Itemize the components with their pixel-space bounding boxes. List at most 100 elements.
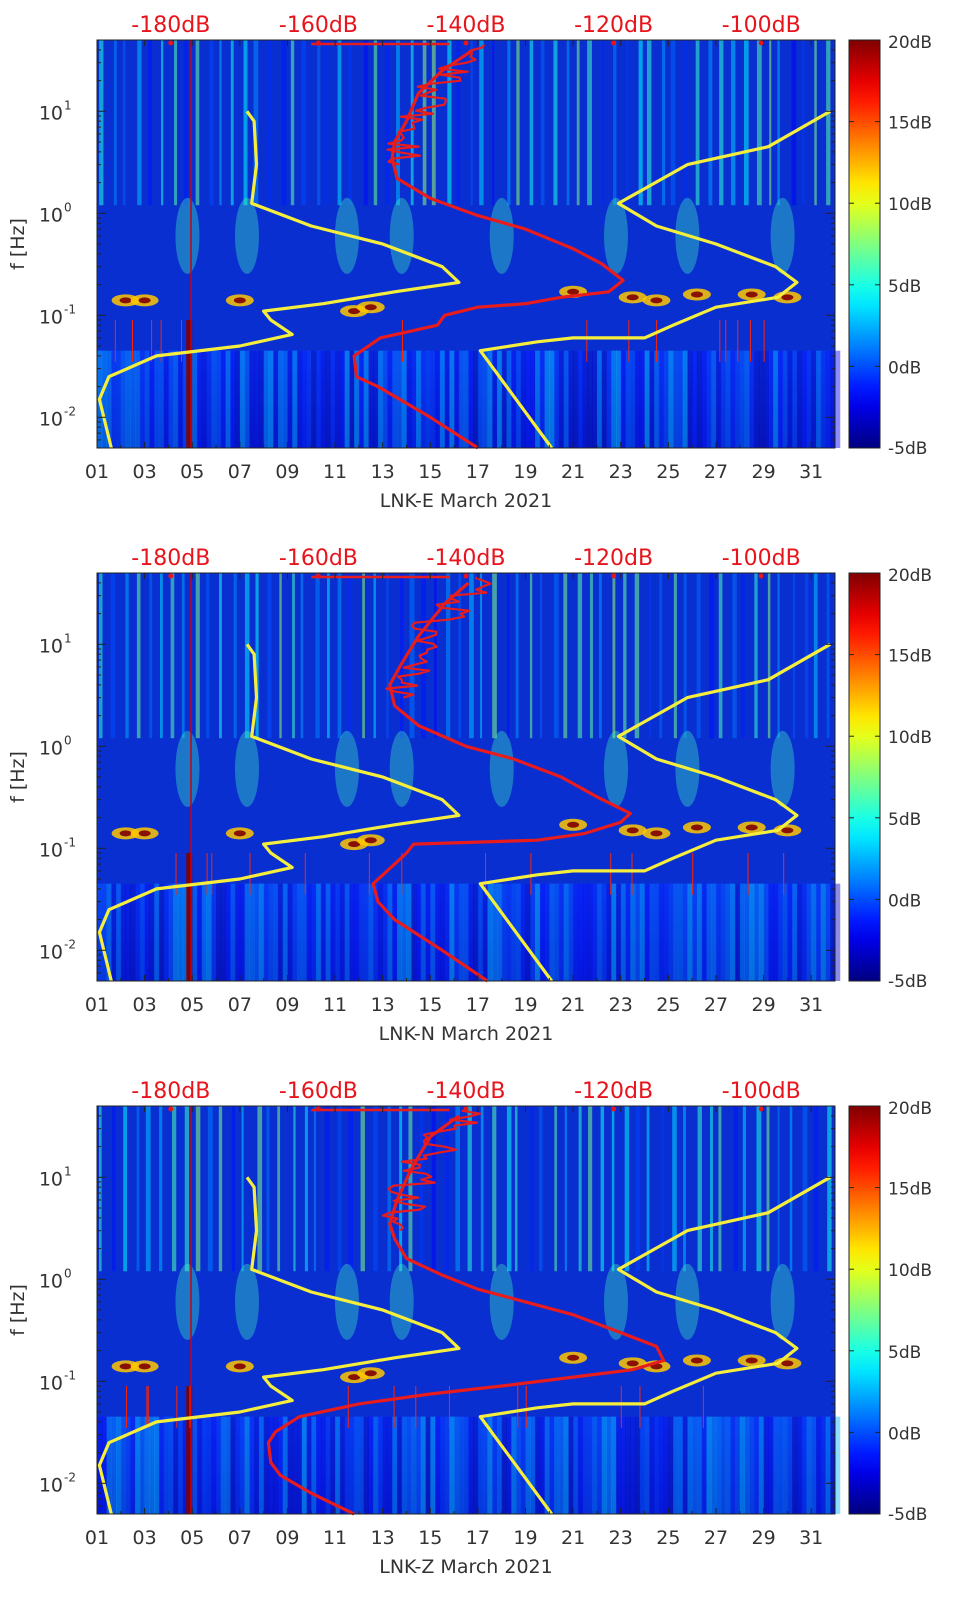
top-db-label: -180dB	[131, 1079, 210, 1104]
x-tick-label: 31	[799, 994, 823, 1016]
x-tick-label: 15	[418, 461, 442, 483]
y-tick-base: 10	[39, 941, 63, 963]
colorbar-label: 5dB	[888, 1343, 921, 1363]
high-noise-model-curve	[478, 1175, 831, 1515]
top-db-label: -180dB	[131, 546, 210, 571]
x-tick-label: 03	[133, 994, 157, 1016]
x-tick-label: 05	[180, 994, 204, 1016]
median-psd-curve-spikes	[386, 43, 486, 166]
colorbar-label: 0dB	[888, 891, 921, 911]
y-tick-exponent: 1	[64, 631, 72, 645]
x-tick-label: 21	[561, 461, 585, 483]
x-tick-label: 25	[656, 461, 680, 483]
top-db-label: -120dB	[574, 1079, 653, 1104]
median-psd-curve	[371, 581, 632, 983]
spectrogram-low-band	[97, 350, 835, 448]
x-tick-label: 19	[513, 994, 537, 1016]
y-tick-base: 10	[39, 635, 63, 657]
low-noise-model-curve	[97, 643, 461, 982]
x-tick-label: 05	[180, 461, 204, 483]
top-db-label: -120dB	[574, 13, 653, 38]
y-axis-title: f [Hz]	[7, 751, 29, 803]
colorbar-label: 10dB	[888, 195, 932, 215]
y-tick-base: 10	[39, 1474, 63, 1496]
y-tick-base: 10	[39, 306, 63, 328]
colorbar-label: 5dB	[888, 277, 921, 297]
x-tick-label: 19	[513, 1527, 537, 1549]
x-tick-label: 13	[371, 461, 395, 483]
median-psd-curve	[266, 1114, 666, 1516]
colorbar-label: 10dB	[888, 728, 932, 748]
y-tick-exponent: 0	[64, 733, 72, 747]
top-db-axis: -180dB -160dB -140dB -120dB -100dB	[131, 546, 801, 579]
y-tick-base: 10	[39, 102, 63, 124]
x-tick-label: 17	[466, 461, 490, 483]
spectrogram-panel-2: 01 03 05 07 09 11 13 15 17 19 21 23 25 27 29 31 LNK-N Ma…	[0, 533, 962, 1066]
x-axis-title: LNK-N March 2021	[379, 1023, 554, 1045]
colorbar-label: 5dB	[888, 810, 921, 830]
colorbar-label: 15dB	[888, 1180, 932, 1200]
x-tick-label: 09	[275, 994, 299, 1016]
x-tick-label: 13	[371, 1527, 395, 1549]
x-tick-label: 23	[609, 461, 633, 483]
x-axis-title: LNK-Z March 2021	[379, 1556, 553, 1578]
colorbar-label: 15dB	[888, 647, 932, 667]
top-db-label: -120dB	[574, 546, 653, 571]
colorbar-label: 10dB	[888, 1261, 932, 1281]
y-tick-exponent: -2	[64, 937, 76, 951]
x-axis: 01 03 05 07 09 11 13 15 17 19 21 23 25 27 29 31	[85, 573, 836, 1016]
colorbar-label: 0dB	[888, 358, 921, 378]
y-tick-base: 10	[39, 1270, 63, 1292]
top-db-label: -100dB	[722, 1079, 801, 1104]
x-tick-label: 09	[275, 461, 299, 483]
top-db-axis: -180dB -160dB -140dB -120dB -100dB	[131, 13, 801, 46]
colorbar-label: 15dB	[888, 114, 932, 134]
spectrogram-texture	[97, 40, 841, 448]
top-db-label: -160dB	[279, 546, 358, 571]
spectrogram-low-band	[97, 1416, 835, 1514]
x-tick-label: 29	[751, 461, 775, 483]
x-tick-label: 03	[133, 1527, 157, 1549]
top-db-label: -160dB	[279, 13, 358, 38]
x-tick-label: 21	[561, 994, 585, 1016]
x-tick-label: 11	[323, 461, 347, 483]
y-tick-exponent: 1	[64, 98, 72, 112]
y-tick-base: 10	[39, 1168, 63, 1190]
x-tick-label: 07	[228, 461, 252, 483]
colorbar: 20dB 15dB 10dB 5dB 0dB -5dB	[848, 33, 932, 459]
event-band-day-5	[186, 852, 193, 981]
x-tick-label: 25	[656, 994, 680, 1016]
x-tick-label: 11	[323, 994, 347, 1016]
x-tick-label: 07	[228, 1527, 252, 1549]
event-band-day-5	[186, 1385, 193, 1514]
y-tick-exponent: 1	[64, 1164, 72, 1178]
colorbar-label: -5dB	[888, 972, 927, 992]
y-tick-exponent: 0	[64, 1266, 72, 1280]
top-db-axis: -180dB -160dB -140dB -120dB -100dB	[131, 1079, 801, 1112]
top-db-label: -140dB	[427, 1079, 506, 1104]
spectrogram-panel-3: 01 03 05 07 09 11 13 15 17 19 21 23 25 27 29 31 LNK-Z Ma…	[0, 1066, 962, 1599]
x-tick-label: 17	[466, 994, 490, 1016]
x-tick-label: 19	[513, 461, 537, 483]
y-tick-exponent: -1	[64, 302, 76, 316]
low-noise-model-curve	[97, 110, 461, 449]
x-tick-label: 23	[609, 994, 633, 1016]
top-db-label: -180dB	[131, 13, 210, 38]
y-tick-exponent: -1	[64, 835, 76, 849]
y-tick-exponent: -2	[64, 404, 76, 418]
top-db-label: -160dB	[279, 1079, 358, 1104]
x-tick-label: 29	[751, 994, 775, 1016]
colorbar-label: -5dB	[888, 1505, 927, 1525]
y-tick-exponent: 0	[64, 200, 72, 214]
x-tick-label: 15	[418, 1527, 442, 1549]
high-noise-model-curve	[478, 642, 831, 982]
x-tick-label: 01	[85, 461, 109, 483]
colorbar-label: 20dB	[888, 1099, 932, 1119]
colorbar: 20dB 15dB 10dB 5dB 0dB -5dB	[848, 566, 932, 992]
colorbar-label: -5dB	[888, 439, 927, 459]
median-psd-curve-spikes	[381, 1109, 481, 1232]
